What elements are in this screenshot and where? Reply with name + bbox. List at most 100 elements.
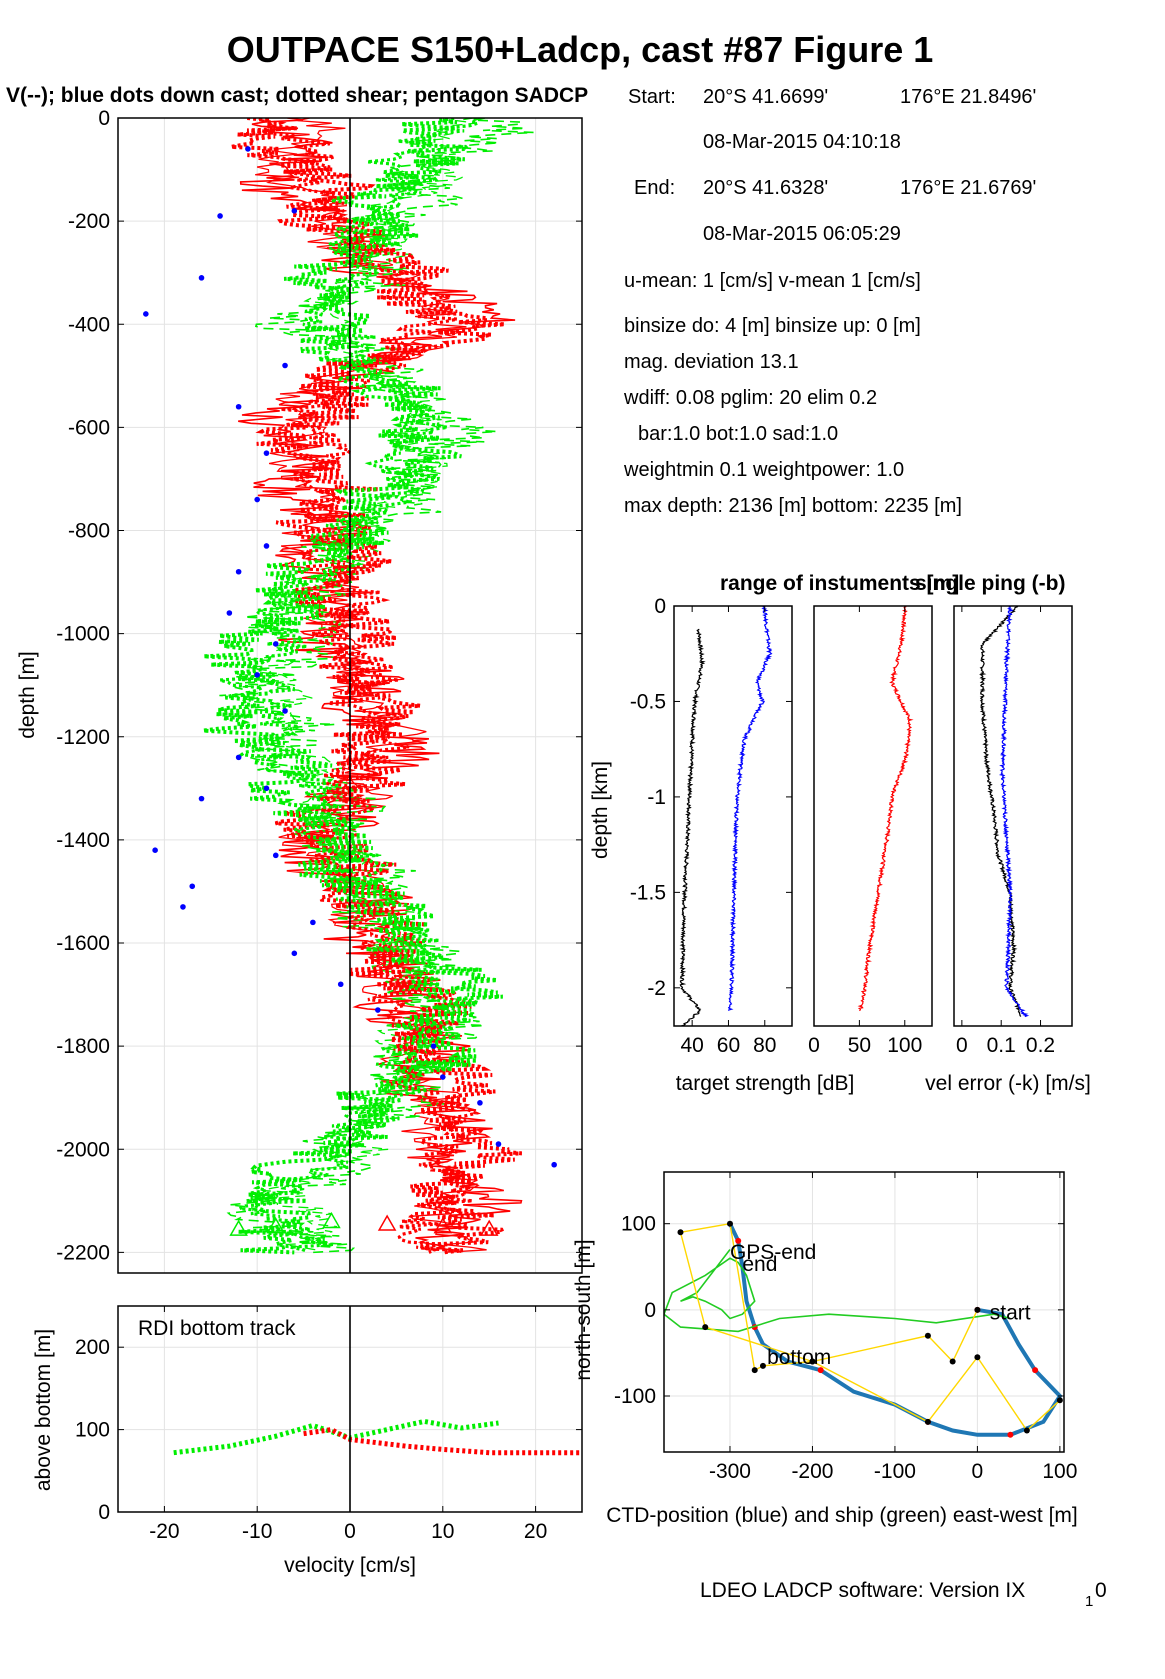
- vel-error-xtick-label-1: 0.1: [987, 1034, 1016, 1057]
- velocity-profile-ytick-label-0: -2200: [56, 1241, 110, 1264]
- track-xtick-label-3: 0: [972, 1460, 984, 1483]
- gps-fix-dot-9: [809, 1358, 816, 1365]
- range-title: range of instuments [m]: [720, 572, 959, 595]
- end-time: 08-Mar-2015 06:05:29: [703, 223, 901, 245]
- down-cast-dot-3: [198, 275, 205, 281]
- sadcp-triangle-4: [433, 1217, 453, 1234]
- gps-fix-dot-8: [759, 1362, 766, 1369]
- velocity-profile-ytick-label-11: 0: [98, 107, 110, 130]
- target-strength-xtick-label-2: 80: [753, 1034, 776, 1057]
- gps-fix-dot-2: [924, 1332, 931, 1339]
- ctd-marker-12: [817, 1367, 824, 1374]
- bottom-track-ylabel: above bottom [m]: [32, 1329, 55, 1491]
- velocity-profile-ytick-label-3: -1600: [56, 932, 110, 955]
- bottom-track-label: RDI bottom track: [138, 1317, 296, 1340]
- target-strength-series-0: [679, 628, 706, 1026]
- gps-fix-dot-0: [974, 1306, 981, 1313]
- target-strength-ytick-label-3: -0.5: [630, 690, 666, 713]
- gps-fix-dot-13: [1056, 1397, 1063, 1404]
- end-label: End:: [634, 177, 675, 199]
- track-xtick-label-1: -200: [791, 1460, 833, 1483]
- down-cast-dot-20: [189, 883, 196, 890]
- u-mean-text: u-mean: 1 [cm/s] v-mean 1 [cm/s]: [624, 270, 921, 292]
- down-cast-dot-18: [152, 847, 158, 853]
- target-strength-series-1: [727, 606, 773, 1011]
- velocity-series-2-b: [256, 118, 482, 1254]
- track-label-end: end: [742, 1253, 777, 1276]
- end-lat: 20°S 41.6328': [703, 177, 828, 199]
- target-strength-ytick-label-2: -1: [647, 786, 666, 809]
- down-cast-dot-28: [495, 1141, 502, 1147]
- start-time: 08-Mar-2015 04:10:18: [703, 131, 901, 153]
- gps-fix-dot-10: [924, 1418, 931, 1425]
- track-ytick-label-2: 100: [621, 1213, 656, 1236]
- down-cast-dot-1: [291, 208, 298, 214]
- velocity-profile-ytick-label-7: -800: [68, 520, 110, 543]
- vel-error-series-0: [979, 606, 1022, 1017]
- range-xtick-label-2: 100: [887, 1034, 922, 1057]
- down-cast-dot-13: [254, 672, 260, 678]
- down-cast-dot-2: [217, 213, 223, 219]
- gps-fix-dot-5: [677, 1229, 684, 1236]
- down-cast-dot-26: [440, 1074, 446, 1080]
- target-strength-axes: 40 60 80 -2 -1.5 -1 -0.5 0: [630, 595, 793, 1057]
- down-cast-dot-25: [430, 1043, 437, 1049]
- down-cast-dot-5: [282, 362, 288, 369]
- ctd-marker-3: [1032, 1367, 1039, 1374]
- mag-deviation-text: mag. deviation 13.1: [624, 351, 799, 373]
- max-depth-text: max depth: 2136 [m] bottom: 2235 [m]: [624, 495, 962, 517]
- vel-error-frame: [953, 605, 1073, 1027]
- track-label-gps-end: GPS-end: [730, 1241, 816, 1264]
- track-axes-plot-area: [664, 1172, 1064, 1452]
- track-xtick-label-2: -100: [874, 1460, 916, 1483]
- track-label-bottom: bottom: [767, 1346, 831, 1369]
- sadcp-triangle-5: [479, 1219, 499, 1236]
- start-lat: 20°S 41.6699': [703, 86, 828, 108]
- track-series-gps: [679, 1222, 1061, 1432]
- range-series-0: [857, 606, 914, 1012]
- target-strength-frame: [673, 605, 793, 1027]
- down-cast-dot-24: [375, 1007, 381, 1013]
- software-footer-subscript: 1: [1085, 1593, 1093, 1610]
- down-cast-dot-7: [263, 450, 270, 456]
- track-xtick-label-4: 100: [1042, 1460, 1077, 1483]
- down-cast-dot-22: [291, 950, 298, 957]
- bottom-track-xtick-label-4: 20: [524, 1520, 547, 1543]
- down-cast-dot-16: [263, 785, 270, 792]
- velocity-series-2-a: [230, 118, 522, 1255]
- down-cast-dot-11: [226, 610, 233, 616]
- sadcp-triangle-3: [377, 1214, 397, 1231]
- velocity-profile-axes: -2200-2000-1800-1600-1400-1200-1000-800-…: [56, 107, 583, 1274]
- down-cast-dot-4: [143, 311, 149, 317]
- bottom-track-xtick-label-2: 0: [344, 1520, 356, 1543]
- start-lon: 176°E 21.8496': [900, 86, 1036, 108]
- bottom-track-xlabel: velocity [cm/s]: [284, 1554, 416, 1577]
- down-cast-dot-30: [180, 904, 186, 910]
- range-axes: 0 50 100: [808, 605, 933, 1057]
- binsize-text: binsize do: 4 [m] binsize up: 0 [m]: [624, 315, 921, 337]
- velocity-profile-ytick-label-10: -200: [68, 210, 110, 233]
- down-cast-dot-23: [337, 981, 344, 988]
- track-label-start: start: [990, 1301, 1031, 1324]
- figure-root: OUTPACE S150+Ladcp, cast #87 Figure 1 V(-…: [6, 29, 1107, 1610]
- bottom-track-xtick-label-3: 10: [431, 1520, 454, 1543]
- gps-fix-dot-6: [726, 1220, 733, 1227]
- target-strength-xlabel: target strength [dB]: [676, 1072, 855, 1095]
- range-frame: [813, 605, 933, 1027]
- velocity-series-3-b: [219, 118, 482, 1253]
- ctd-marker-18: [735, 1237, 742, 1244]
- vel-error-axes-plot-area: [979, 606, 1030, 1018]
- bottom-track-ytick-label-1: 100: [75, 1419, 110, 1442]
- velocity-profile-ytick-label-9: -400: [68, 313, 110, 336]
- track-frame: [663, 1171, 1065, 1453]
- down-cast-dot-29: [551, 1161, 557, 1168]
- target-strength-xtick-label-0: 40: [680, 1034, 703, 1057]
- velocity-profile-ytick-label-2: -1800: [56, 1035, 110, 1058]
- velocity-profile-axes-plot-area: [118, 118, 582, 1273]
- sadcp-triangle-2: [322, 1211, 341, 1229]
- range-axes-plot-area: [857, 606, 914, 1012]
- track-ytick-label-1: 0: [644, 1299, 656, 1322]
- vel-error-xtick-label-2: 0.2: [1026, 1034, 1055, 1057]
